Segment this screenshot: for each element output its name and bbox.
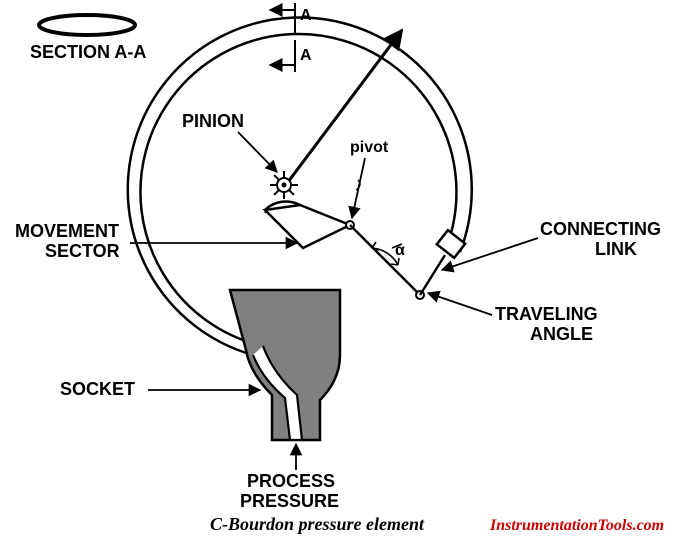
socket-shape (230, 290, 340, 440)
connecting-link (420, 255, 445, 295)
socket-label: SOCKET (60, 379, 135, 399)
section-cut-marks (270, 3, 295, 72)
bourdon-diagram: SECTION A-A A A (0, 0, 693, 541)
watermark-text: InstrumentationTools.com (489, 517, 664, 534)
a-top-label: A (300, 7, 312, 24)
section-label: SECTION A-A (30, 42, 146, 62)
pivot-wiggle (356, 180, 360, 190)
pinion-leader (238, 132, 277, 172)
travel-leader (428, 293, 492, 315)
travel-label-1: TRAVELING (495, 304, 598, 324)
a-bottom-label: A (300, 47, 312, 64)
process-label-1: PROCESS (247, 471, 335, 491)
travel-label-2: ANGLE (530, 324, 593, 344)
tube-tip-block (437, 230, 465, 258)
connlink-label-2: LINK (595, 239, 637, 259)
pinion-gear (270, 171, 298, 199)
movement-sector (265, 201, 350, 248)
movement-label-1: MOVEMENT (15, 221, 119, 241)
movement-label-2: SECTOR (45, 241, 120, 261)
sector-arm (350, 225, 420, 295)
process-label-2: PRESSURE (240, 491, 339, 511)
pinion-label: PINION (182, 111, 244, 131)
section-oval (39, 15, 135, 35)
pivot-label: pivot (350, 139, 389, 156)
connlink-label-1: CONNECTING (540, 219, 661, 239)
caption-text: C-Bourdon pressure element (210, 514, 425, 534)
